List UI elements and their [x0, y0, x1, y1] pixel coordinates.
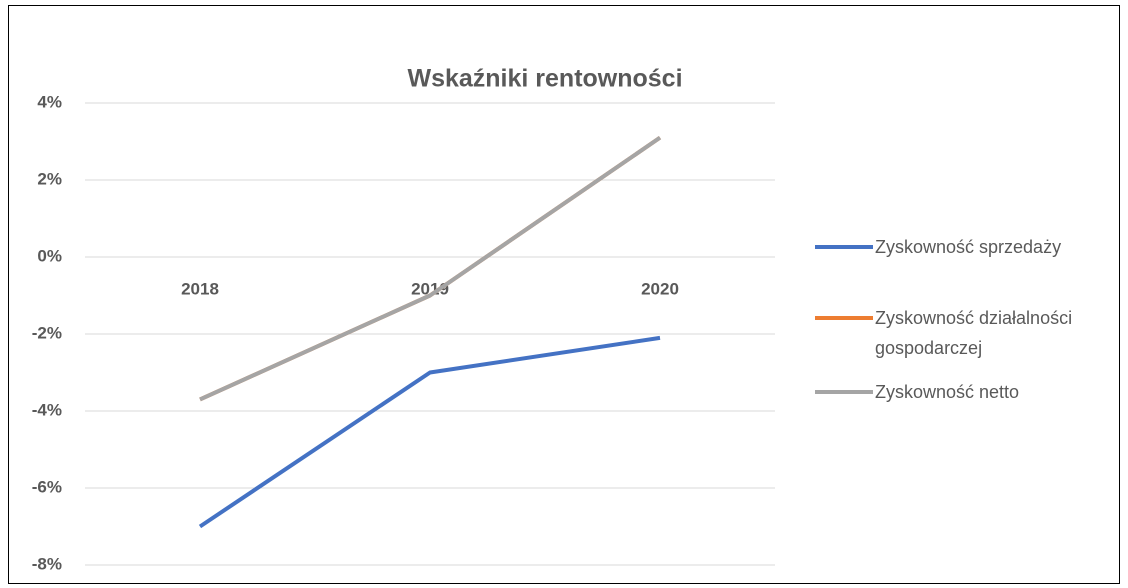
y-tick-label: -2%	[32, 323, 62, 342]
x-tick-label: 2019	[411, 279, 449, 298]
y-tick-label: 4%	[37, 92, 62, 111]
legend-label: Zyskowność działalności gospodarczej	[875, 308, 1073, 358]
y-tick-label: -4%	[32, 400, 62, 419]
y-tick-label: -8%	[32, 554, 62, 573]
legend-label: Zyskowność netto	[875, 382, 1020, 402]
legend-label: Zyskowność sprzedaży	[875, 237, 1062, 257]
x-tick-label: 2018	[181, 279, 219, 298]
chart-title: Wskaźniki rentowności	[407, 65, 682, 93]
y-tick-label: 2%	[37, 169, 62, 188]
series-line	[198, 335, 661, 529]
y-tick-label: -6%	[32, 477, 62, 496]
x-tick-label: 2020	[641, 279, 679, 298]
series-line	[199, 136, 662, 402]
y-tick-label: 0%	[37, 246, 62, 265]
chart-border	[8, 5, 1120, 584]
